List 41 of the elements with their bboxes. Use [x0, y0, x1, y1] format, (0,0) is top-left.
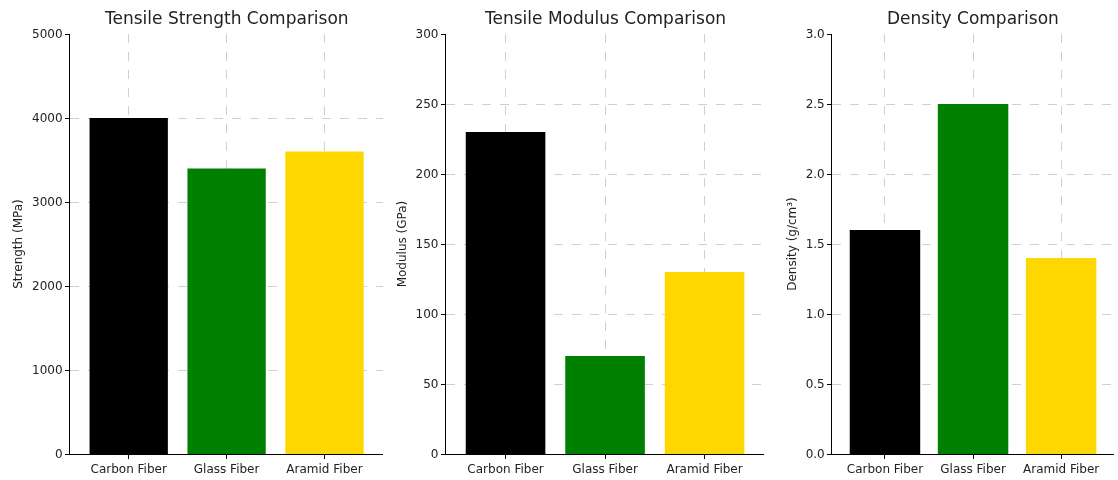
x-tick-label: Carbon Fiber [846, 462, 924, 477]
y-tick-label: 2.5 [805, 97, 825, 112]
chart-title: Tensile Strength Comparison [104, 8, 349, 28]
y-tick-label: 2000 [32, 279, 63, 294]
bar [937, 104, 1009, 454]
y-tick-label: 3000 [32, 195, 63, 210]
chart-title: Tensile Modulus Comparison [484, 8, 727, 28]
y-tick-label: 3.0 [805, 27, 825, 42]
bar [664, 272, 745, 454]
y-tick-label: 4000 [32, 111, 63, 126]
bar [565, 356, 645, 454]
y-axis-title: Density (g/cm³) [784, 197, 799, 291]
y-tick-label: 1.0 [805, 307, 825, 322]
y-tick-label: 250 [415, 97, 439, 112]
y-tick-label: 0 [54, 447, 63, 462]
y-tick-label: 300 [415, 27, 439, 42]
x-tick-label: Carbon Fiber [90, 462, 167, 477]
x-tick-label: Carbon Fiber [467, 462, 544, 477]
y-tick-label: 100 [415, 307, 439, 322]
y-tick-label: 0.5 [805, 377, 825, 392]
y-tick-label: 5000 [32, 27, 63, 42]
bar [187, 168, 266, 454]
y-tick-label: 200 [415, 167, 439, 182]
chart-title: Density Comparison [887, 8, 1059, 28]
x-tick-label: Aramid Fiber [286, 462, 363, 477]
x-tick-label: Aramid Fiber [666, 462, 743, 477]
bar [285, 151, 364, 454]
y-tick-label: 1.5 [805, 237, 825, 252]
y-tick-label: 0.0 [805, 447, 825, 462]
x-tick-label: Glass Fiber [193, 462, 260, 477]
y-tick-label: 2.0 [805, 167, 825, 182]
y-tick-label: 1000 [32, 363, 63, 378]
bar [1025, 258, 1097, 454]
y-axis-title: Modulus (GPa) [394, 200, 409, 288]
x-tick-label: Aramid Fiber [1023, 462, 1100, 477]
y-tick-label: 0 [430, 447, 439, 462]
y-axis-title: Strength (MPa) [11, 199, 26, 289]
y-tick-label: 150 [415, 237, 439, 252]
x-tick-label: Glass Fiber [572, 462, 638, 477]
x-tick-label: Glass Fiber [940, 462, 1006, 477]
y-tick-label: 50 [423, 377, 439, 392]
